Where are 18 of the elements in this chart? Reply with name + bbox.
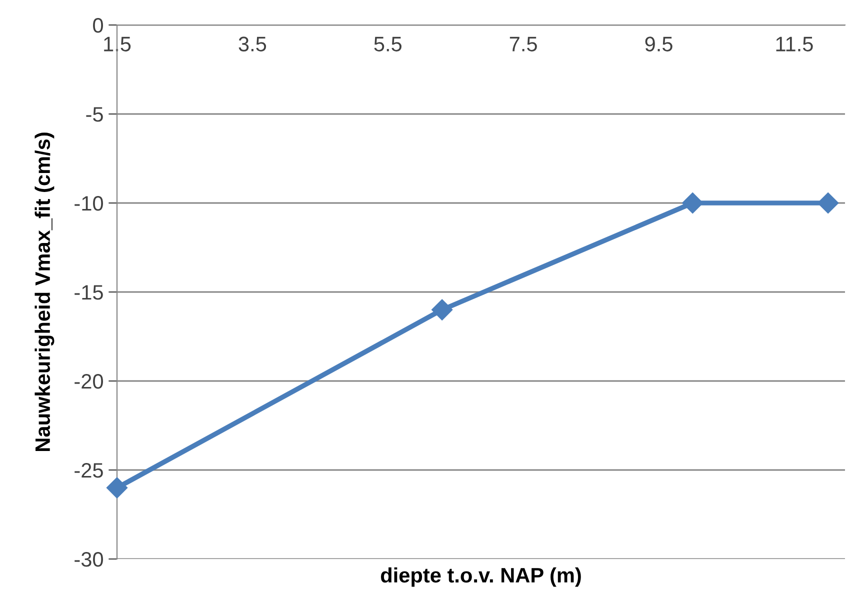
x-axis-title: diepte t.o.v. NAP (m) [380,567,581,587]
y-tick-label: 0 [93,18,103,33]
y-tick-label: -5 [86,107,103,122]
x-tick-label: 11.5 [776,36,813,52]
y-tick-label: -20 [74,374,103,389]
y-tick-label: -15 [74,285,103,300]
y-axis-title: Nauwkeurigheid Vmax_fit (cm/s) [34,132,54,451]
x-tick-label: 3.5 [238,36,266,52]
x-tick-label: 7.5 [510,36,537,52]
point [106,477,128,498]
x-tick-label: 9.5 [645,36,672,52]
point [432,299,453,320]
point [818,192,839,214]
x-tick-label: 5.5 [374,36,402,52]
y-tick-label: -10 [74,196,103,211]
y-tick-label: -25 [74,463,103,478]
y-tick-label: -30 [74,552,103,567]
point [682,192,704,214]
